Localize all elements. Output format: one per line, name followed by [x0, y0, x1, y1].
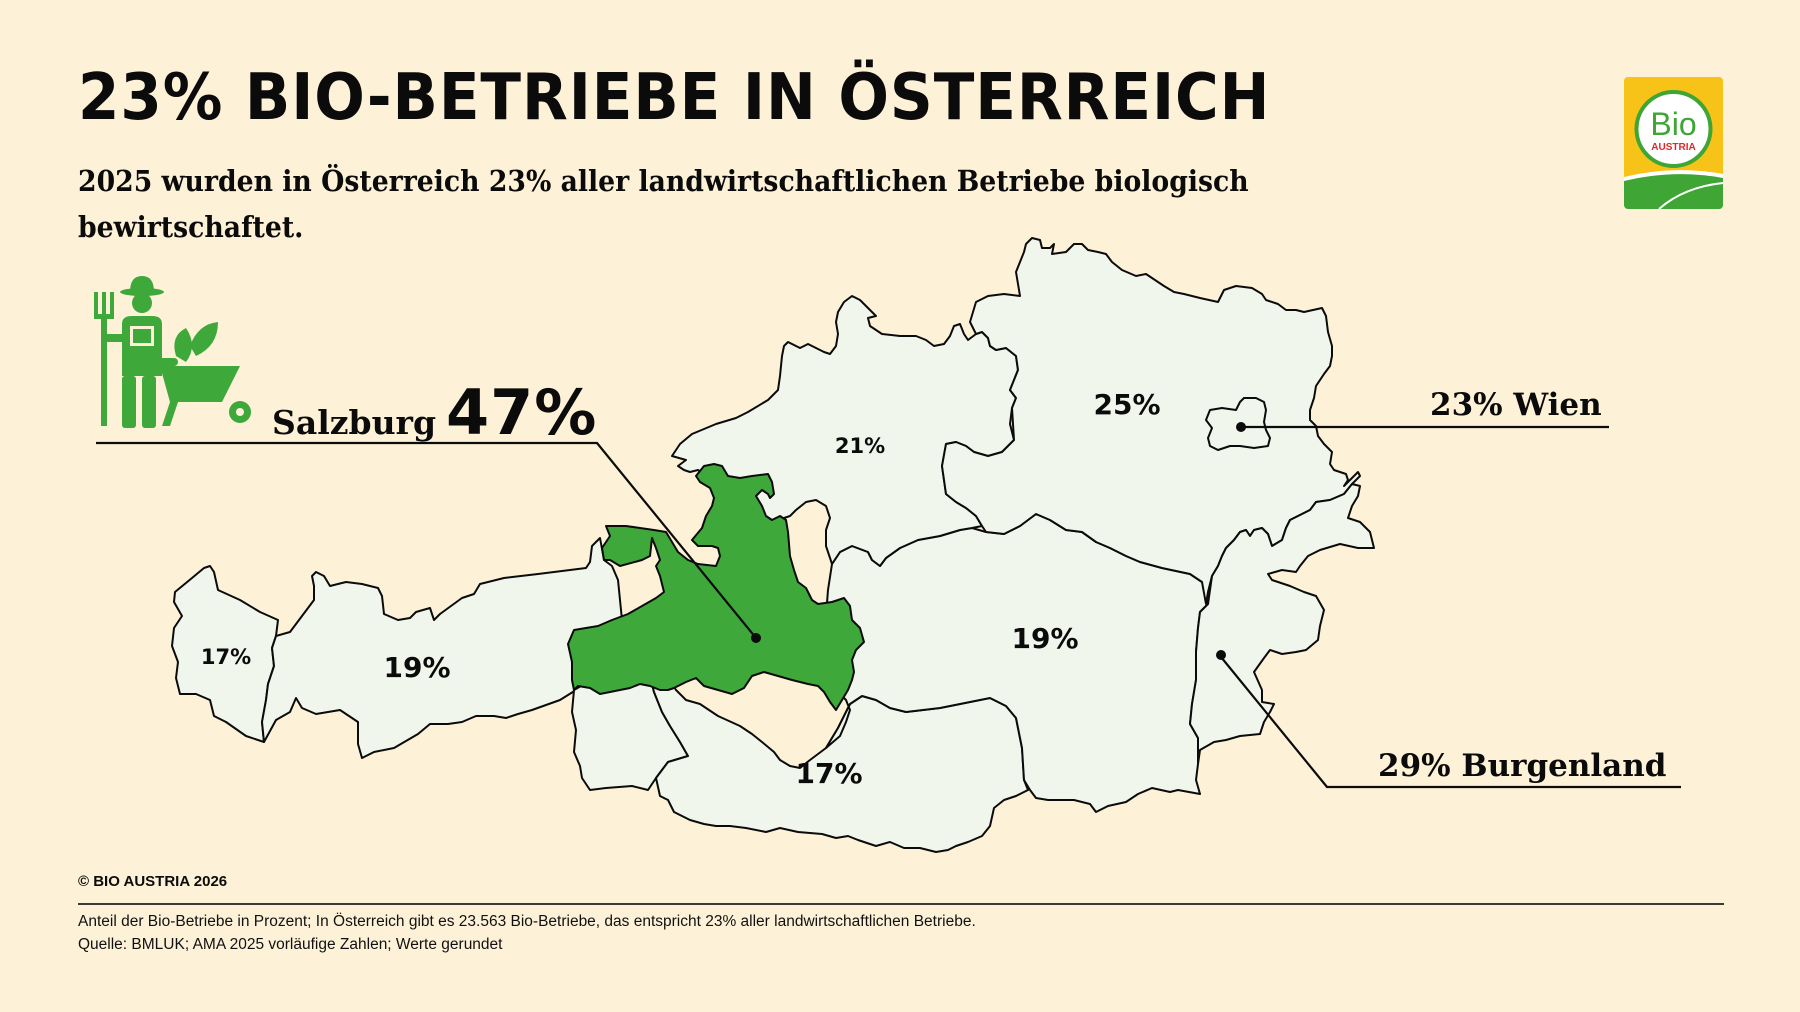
- footer-divider: [78, 903, 1724, 905]
- burgenland-callout-label: 29% Burgenland: [1378, 748, 1667, 784]
- region-tirol[interactable]: [261, 537, 623, 759]
- salzburg-leader-line: [96, 441, 757, 639]
- burgenland-leader-line: [1220, 656, 1681, 789]
- bio-austria-logo: Bio AUSTRIA: [1624, 77, 1723, 209]
- page-title: 23% BIO-BETRIEBE IN ÖSTERREICH: [78, 61, 1271, 135]
- label-tirol: 19%: [383, 651, 450, 684]
- page-subtitle: 2025 wurden in Österreich 23% aller land…: [78, 164, 1249, 244]
- label-oberoesterreich: 21%: [835, 434, 885, 458]
- region-kaernten[interactable]: [647, 667, 1029, 853]
- footnote-source: Quelle: BMLUK; AMA 2025 vorläufige Zahle…: [78, 936, 503, 953]
- region-niederoesterreich[interactable]: [941, 237, 1361, 605]
- label-niederoesterreich: 25%: [1093, 388, 1160, 421]
- salzburg-callout-name: Salzburg: [272, 403, 437, 442]
- bio-austria-logo-icon: Bio AUSTRIA: [1624, 77, 1723, 209]
- footnote-note: Anteil der Bio-Betriebe in Prozent; In Ö…: [78, 913, 976, 930]
- logo-bio-text: Bio: [1650, 106, 1696, 142]
- label-vorarlberg: 17%: [201, 645, 251, 669]
- burgenland-marker-dot: [1216, 650, 1226, 660]
- region-burgenland[interactable]: [1189, 483, 1375, 765]
- label-steiermark: 19%: [1011, 622, 1078, 655]
- region-salzburg[interactable]: [567, 463, 865, 711]
- label-kaernten: 17%: [795, 757, 862, 790]
- farmer-wheelbarrow-icon: [94, 276, 251, 428]
- wien-marker-dot: [1236, 422, 1246, 432]
- wien-callout-label: 23% Wien: [1430, 387, 1602, 423]
- logo-austria-text: AUSTRIA: [1651, 142, 1695, 153]
- copyright: © BIO AUSTRIA 2026: [78, 873, 228, 890]
- salzburg-marker-dot: [751, 633, 761, 643]
- salzburg-callout-value: 47%: [446, 376, 598, 449]
